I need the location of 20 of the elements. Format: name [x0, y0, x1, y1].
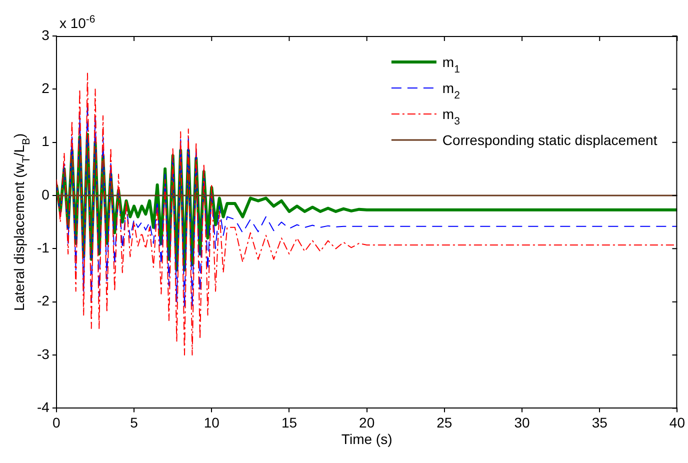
y-tick-label: 3: [42, 26, 50, 43]
x-axis-title: Time (s): [341, 431, 392, 448]
x-tick-label: 10: [204, 414, 220, 430]
x-tick-label: 5: [130, 414, 138, 430]
y-tick-label: -3: [36, 346, 50, 362]
y-axis-title: Lateral displacement (wT/LB): [11, 133, 33, 311]
x-tick-label: 40: [669, 414, 686, 430]
x-tick-label: 0: [52, 414, 61, 430]
x-tick-label: 15: [281, 414, 298, 430]
y-tick-label: -4: [36, 399, 50, 416]
x-tick-label: 30: [514, 414, 530, 430]
y-tick-label: 0: [42, 186, 50, 202]
y-tick-label: 1: [42, 133, 50, 150]
x-tick-label: 35: [592, 414, 608, 430]
x-tick-label: 20: [359, 414, 375, 430]
legend-label: Corresponding static displacement: [442, 132, 658, 148]
x-tick-label: 25: [436, 414, 452, 430]
y-tick-label: -2: [36, 292, 50, 309]
y-tick-label: -1: [36, 240, 50, 256]
y-tick-label: 2: [42, 80, 50, 96]
